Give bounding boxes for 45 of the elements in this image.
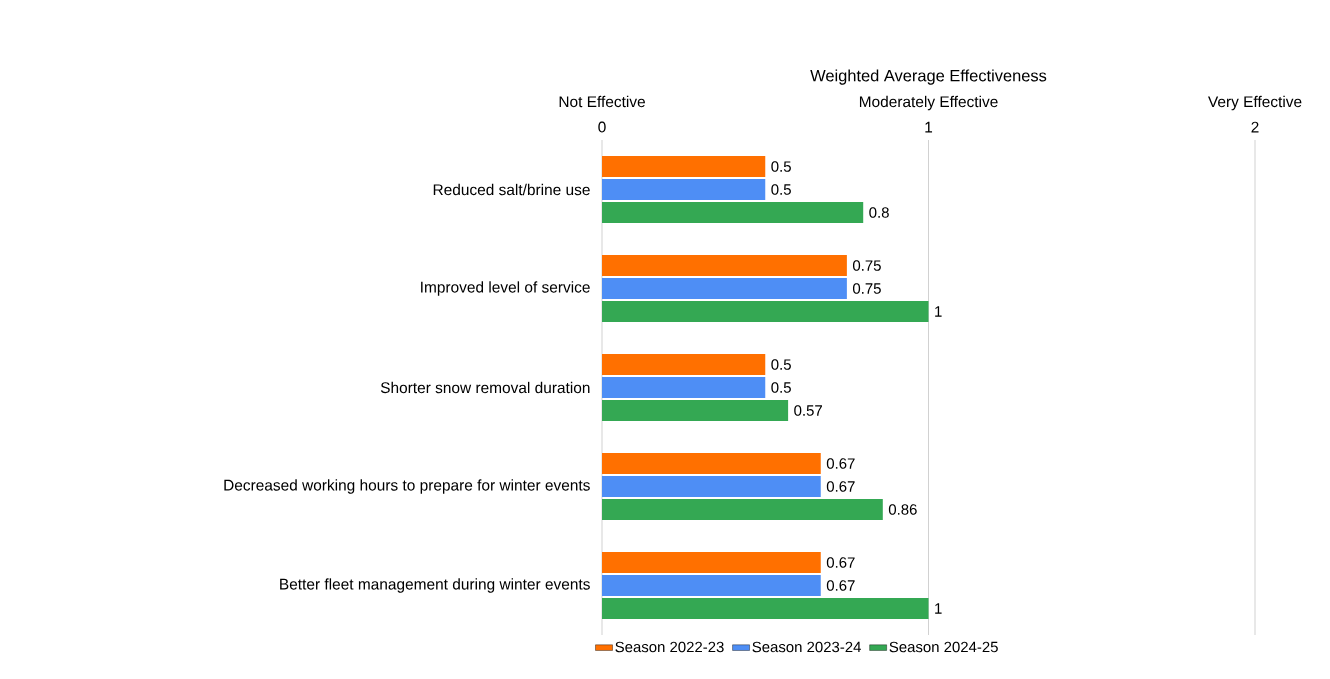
data-label: 0.67 (826, 481, 855, 492)
legend-label: Season 2022-23 (615, 641, 724, 653)
data-label: 0.5 (771, 359, 791, 370)
text: Moderately Effective (859, 95, 998, 111)
bar (602, 552, 821, 574)
x-tick-label: 0 (598, 121, 606, 133)
y-tick-label: Reduced salt/brine use (433, 183, 590, 196)
data-label: 0.75 (852, 260, 881, 271)
y-tick-label: Shorter snow removal duration (380, 381, 590, 394)
bar (602, 202, 864, 223)
bar (602, 575, 821, 597)
data-label: 1 (935, 306, 942, 317)
data-label: 0.67 (826, 458, 855, 469)
data-label: 0.57 (794, 405, 822, 416)
x-axis-title: Weighted Average Effectiveness (810, 69, 1047, 85)
x-tick-label: 1 (925, 121, 933, 133)
bar (602, 179, 766, 201)
data-label: 0.86 (888, 504, 917, 515)
data-label: 0.5 (771, 382, 791, 393)
data-label: 0.5 (771, 184, 791, 195)
bar (602, 354, 766, 376)
text: Very Effective (1208, 95, 1302, 111)
bar (602, 400, 789, 421)
legend-label: Season 2024-25 (889, 641, 998, 653)
y-tick-label: Decreased working hours to prepare for winter events (224, 479, 590, 494)
x-tick-label: 2 (1251, 121, 1259, 133)
bar (602, 278, 847, 300)
bar (602, 453, 821, 475)
data-label: 0.75 (852, 283, 881, 294)
data-label: 0.8 (869, 207, 889, 218)
bar (602, 499, 883, 520)
data-label: 0.67 (826, 557, 855, 568)
y-tick-label: Improved level of service (421, 281, 590, 296)
bar (602, 476, 821, 498)
bar (602, 598, 929, 619)
bar (602, 301, 929, 322)
data-label: 1 (935, 603, 942, 614)
bar (602, 377, 766, 399)
data-label: 0.67 (826, 580, 855, 591)
y-tick-label: Better fleet management during winter events (280, 578, 590, 593)
data-label: 0.5 (771, 161, 791, 172)
bar (602, 156, 766, 178)
text: Not Effective (559, 95, 645, 108)
legend-label: Season 2023-24 (752, 641, 861, 653)
bar (602, 255, 847, 277)
